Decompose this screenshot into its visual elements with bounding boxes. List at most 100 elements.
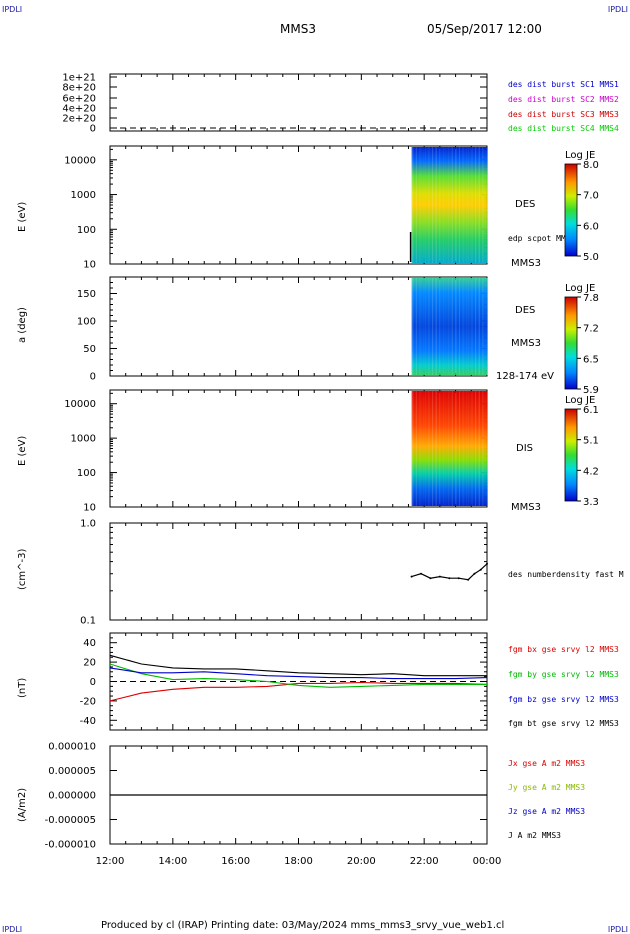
p3-colorbar [564, 296, 578, 390]
p5-density-point [473, 572, 476, 575]
p1-ytick-label: 0 [90, 124, 96, 135]
p2-heatmap-strip [445, 147, 449, 263]
panel2-cbar-title: Log JE [565, 150, 596, 161]
corner-label-top-left: IPDLI [2, 5, 23, 14]
spacecraft-title: MMS3 [280, 22, 316, 36]
p2-heatmap-strip [429, 147, 432, 263]
p5-density-point [448, 577, 451, 580]
p3-ytick-label: 100 [77, 317, 96, 328]
footer-text: Produced by cl (IRAP) Printing date: 03/… [101, 920, 505, 931]
p4-ytick-label: 10 [83, 503, 96, 514]
p6-ytick-label: 40 [83, 638, 96, 649]
p7-ytick-label: 0.000005 [48, 766, 96, 777]
p3-heatmap-strip [485, 278, 488, 375]
p4-heatmap-strip [456, 391, 459, 506]
p2-heatmap-strip [436, 147, 440, 263]
panel6-legend-bz: fgm bz gse srvy l2 MMS3 [508, 695, 619, 704]
corner-label-bottom-right: IPDLI [607, 925, 628, 934]
p2-heatmap-strip [447, 147, 450, 263]
p4-heatmap-strip [463, 391, 467, 506]
p4-heatmap-strip [476, 391, 479, 506]
p4-heatmap-strip [447, 391, 450, 506]
panel1-legend-4: des dist burst SC4 MMS4 [508, 124, 619, 133]
p2-heatmap-strip [483, 147, 486, 263]
p3-heatmap-strip [427, 278, 431, 375]
p4-ytick-label: 10000 [64, 399, 96, 410]
p3-heatmap-strip [454, 278, 458, 375]
p3-heatmap-strip [476, 278, 479, 375]
p3-colorbar-label: 7.2 [583, 324, 599, 335]
p4-heatmap-strip [434, 391, 438, 506]
p5-density-point [479, 568, 482, 571]
p5-density-point [467, 578, 470, 581]
p4-heatmap-strip [465, 391, 468, 506]
p2-heatmap-strip [479, 147, 483, 263]
p4-heatmap-strip [458, 391, 461, 506]
panel3-side-label: DES [515, 305, 536, 316]
p5-ytick-label: 1.0 [80, 519, 96, 530]
p2-heatmap-strip [431, 147, 434, 263]
panel1-legend-2: des dist burst SC2 MMS2 [508, 95, 619, 104]
p4-heatmap-strip [485, 391, 488, 506]
p2-ytick-label: 10000 [64, 155, 96, 166]
p3-heatmap-strip [479, 278, 483, 375]
p3-heatmap-strip [458, 278, 461, 375]
p3-ytick-label: 150 [77, 289, 96, 300]
p4-colorbar-label: 6.1 [583, 405, 599, 416]
corner-label-bottom-left: IPDLI [2, 925, 23, 934]
p4-heatmap-strip [454, 391, 458, 506]
p2-heatmap-strip [413, 147, 416, 263]
p3-heatmap-strip [472, 278, 476, 375]
p2-heatmap-strip [433, 147, 436, 263]
panel3-cbar-title: Log JE [565, 283, 596, 294]
p3-heatmap-strip [445, 278, 449, 375]
p3-heatmap-strip [434, 278, 438, 375]
panel7-legend-jy: Jy gse A m2 MMS3 [508, 783, 586, 792]
p2-heatmap-strip [456, 147, 459, 263]
p4-heatmap-strip [418, 391, 422, 506]
p3-colorbar-label: 5.9 [583, 385, 599, 396]
p2-ytick-label: 100 [77, 225, 96, 236]
p3-ytick-label: 0 [90, 372, 96, 383]
p4-heatmap-strip [461, 391, 465, 506]
p3-heatmap-strip [442, 278, 445, 375]
panel6-legend-by: fgm by gse srvy l2 MMS3 [508, 670, 619, 679]
p6-ytick-label: 0 [90, 677, 96, 688]
p4-heatmap-strip [438, 391, 441, 506]
p2-ytick-label: 1000 [71, 190, 96, 201]
p2-heatmap-strip [438, 147, 441, 263]
p4-heatmap-strip [449, 391, 452, 506]
p3-heatmap-strip [424, 278, 427, 375]
p4-colorbar-label: 5.1 [583, 436, 599, 447]
p1-ytick-label: 4e+20 [62, 104, 96, 115]
p2-ytick-label: 10 [83, 260, 96, 271]
p4-heatmap-strip [469, 391, 472, 506]
panel3-energy-label: 128-174 eV [496, 371, 554, 382]
p4-heatmap-strip [443, 391, 447, 506]
p3-heatmap-strip [465, 278, 468, 375]
p5-ytick-label: 0.1 [80, 616, 96, 627]
panel7-legend-j: J A m2 MMS3 [508, 831, 561, 840]
p5-density-point [438, 575, 441, 578]
p2-heatmap-strip [434, 147, 438, 263]
p2-heatmap-strip [458, 147, 461, 263]
p2-heatmap-strip [424, 147, 427, 263]
p4-heatmap-strip [478, 391, 481, 506]
p2-heatmap-strip [467, 147, 470, 263]
p2-heatmap-strip [474, 147, 477, 263]
p4-colorbar-label: 3.3 [583, 497, 599, 508]
p2-heatmap-strip [415, 147, 418, 263]
p3-heatmap-strip [474, 278, 477, 375]
p6-series-bx [109, 681, 488, 702]
p2-heatmap-strip [476, 147, 479, 263]
p1-ytick-label: 6e+20 [62, 94, 96, 105]
p6-ytick-label: -40 [80, 716, 96, 727]
p5-density-point [457, 577, 460, 580]
p2-heatmap-strip [469, 147, 472, 263]
p3-heatmap-strip [470, 278, 474, 375]
p4-heatmap-strip [442, 391, 445, 506]
panel3-sc-label: MMS3 [511, 338, 541, 349]
p4-heatmap-strip [416, 391, 420, 506]
panel1-legend-3: des dist burst SC3 MMS3 [508, 110, 619, 119]
